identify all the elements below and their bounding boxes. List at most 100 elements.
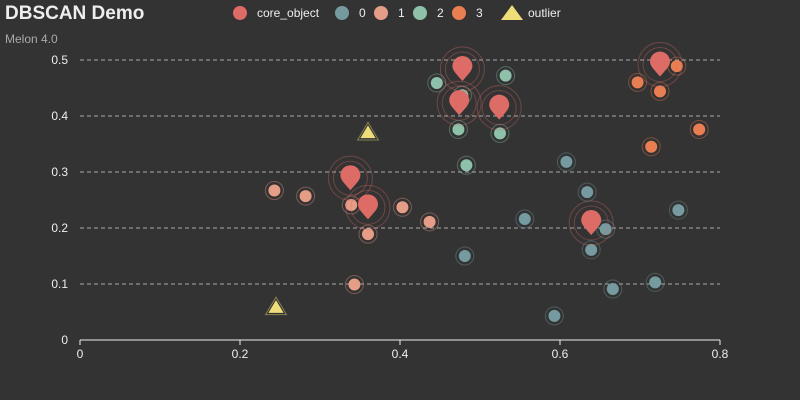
cluster-point[interactable] xyxy=(494,127,506,140)
cluster-point[interactable] xyxy=(654,85,666,98)
cluster-point[interactable] xyxy=(458,250,471,262)
legend-circle-icon xyxy=(374,6,388,20)
x-tick-label: 0.8 xyxy=(712,347,729,361)
cluster-point[interactable] xyxy=(460,159,473,172)
legend-item-2[interactable]: 2 xyxy=(413,6,444,20)
point-ripple xyxy=(668,200,688,220)
legend-label: 1 xyxy=(398,6,405,20)
cluster-point[interactable] xyxy=(585,243,598,256)
legend-label: 3 xyxy=(476,6,483,20)
cluster-point[interactable] xyxy=(693,123,706,136)
outlier-ripple xyxy=(264,296,288,316)
point-ripple xyxy=(577,182,597,202)
core-ripple xyxy=(439,46,485,92)
legend-label: 2 xyxy=(437,6,444,20)
point-ripple xyxy=(581,240,601,260)
series-core-object xyxy=(327,42,683,246)
chart-title: DBSCAN Demo xyxy=(5,3,145,24)
legend-circle-icon xyxy=(335,6,349,20)
y-tick-label: 0.3 xyxy=(51,165,68,179)
cluster-point[interactable] xyxy=(452,123,465,136)
cluster-point[interactable] xyxy=(345,199,358,212)
point-ripple xyxy=(544,306,564,326)
axes: 0 0.1 0.2 0.3 0.4 0.5 0 0.2 0.4 0.6 0.8 xyxy=(51,53,728,361)
legend-item-1[interactable]: 1 xyxy=(374,6,405,20)
x-tick-label: 0 xyxy=(77,347,84,361)
outlier-point[interactable] xyxy=(268,300,284,313)
series-0 xyxy=(455,152,688,326)
cluster-point[interactable] xyxy=(606,283,619,296)
cluster-point[interactable] xyxy=(348,278,361,291)
core-ripple xyxy=(642,47,678,83)
core-ripple xyxy=(637,42,683,88)
x-tick-label: 0.4 xyxy=(392,347,409,361)
core-ripple xyxy=(481,90,517,126)
point-ripple xyxy=(344,275,364,295)
data-points xyxy=(264,42,709,326)
cluster-point[interactable] xyxy=(560,155,573,168)
outlier-ripple xyxy=(356,121,380,141)
core-object-pin[interactable] xyxy=(340,165,361,191)
point-ripple xyxy=(496,66,516,86)
point-ripple xyxy=(490,123,510,143)
core-ripple xyxy=(436,80,482,126)
cluster-point[interactable] xyxy=(268,184,281,197)
legend: core_object 0 1 2 3 outlier xyxy=(233,5,561,20)
cluster-point[interactable] xyxy=(649,276,662,289)
cluster-point[interactable] xyxy=(548,309,561,322)
cluster-point[interactable] xyxy=(430,76,443,89)
core-object-pin[interactable] xyxy=(449,90,470,116)
legend-label: outlier xyxy=(528,6,561,20)
cluster-point[interactable] xyxy=(423,215,436,228)
legend-item-outlier[interactable]: outlier xyxy=(501,5,561,20)
point-ripple xyxy=(420,212,440,232)
core-ripple xyxy=(568,200,614,246)
core-ripple xyxy=(345,184,391,230)
core-object-pin[interactable] xyxy=(650,51,670,77)
series-1 xyxy=(264,180,440,295)
core-ripple xyxy=(573,205,609,241)
point-ripple xyxy=(427,73,447,93)
legend-label: 0 xyxy=(359,6,366,20)
legend-item-0[interactable]: 0 xyxy=(335,6,366,20)
cluster-point[interactable] xyxy=(299,190,312,203)
core-object-pin[interactable] xyxy=(358,194,378,220)
cluster-point[interactable] xyxy=(396,201,409,214)
cluster-point[interactable] xyxy=(518,213,531,226)
cluster-point[interactable] xyxy=(599,223,612,236)
core-ripple xyxy=(332,160,368,196)
cluster-point[interactable] xyxy=(362,228,374,241)
y-tick-label: 0.1 xyxy=(51,277,68,291)
core-object-pin[interactable] xyxy=(489,94,510,120)
core-ripple xyxy=(441,85,477,121)
legend-circle-icon xyxy=(233,6,247,20)
core-ripple xyxy=(476,85,522,131)
point-ripple xyxy=(650,81,670,101)
core-object-pin[interactable] xyxy=(452,56,473,82)
series-3 xyxy=(628,56,709,157)
point-ripple xyxy=(358,224,378,244)
cluster-point[interactable] xyxy=(581,186,594,199)
legend-label: core_object xyxy=(257,6,320,20)
point-ripple xyxy=(556,152,576,172)
point-ripple xyxy=(456,155,476,175)
legend-circle-icon xyxy=(452,6,466,20)
cluster-point[interactable] xyxy=(499,69,512,82)
core-ripple xyxy=(444,51,480,87)
cluster-point[interactable] xyxy=(631,76,644,89)
y-tick-label: 0.2 xyxy=(51,221,68,235)
legend-item-3[interactable]: 3 xyxy=(452,6,483,20)
legend-item-core-object[interactable]: core_object xyxy=(233,6,320,20)
core-object-pin[interactable] xyxy=(581,210,602,236)
point-ripple xyxy=(515,209,535,229)
point-ripple xyxy=(448,119,468,139)
chart-subtitle: Melon 4.0 xyxy=(5,32,58,46)
y-tick-label: 0.4 xyxy=(51,109,68,123)
core-ripple xyxy=(327,155,373,201)
cluster-point[interactable] xyxy=(670,60,683,73)
outlier-point[interactable] xyxy=(360,125,376,139)
x-tick-label: 0.6 xyxy=(552,347,569,361)
cluster-point[interactable] xyxy=(672,204,685,217)
cluster-point[interactable] xyxy=(645,140,658,153)
